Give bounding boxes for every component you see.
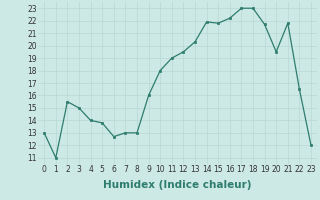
X-axis label: Humidex (Indice chaleur): Humidex (Indice chaleur) bbox=[103, 180, 252, 190]
